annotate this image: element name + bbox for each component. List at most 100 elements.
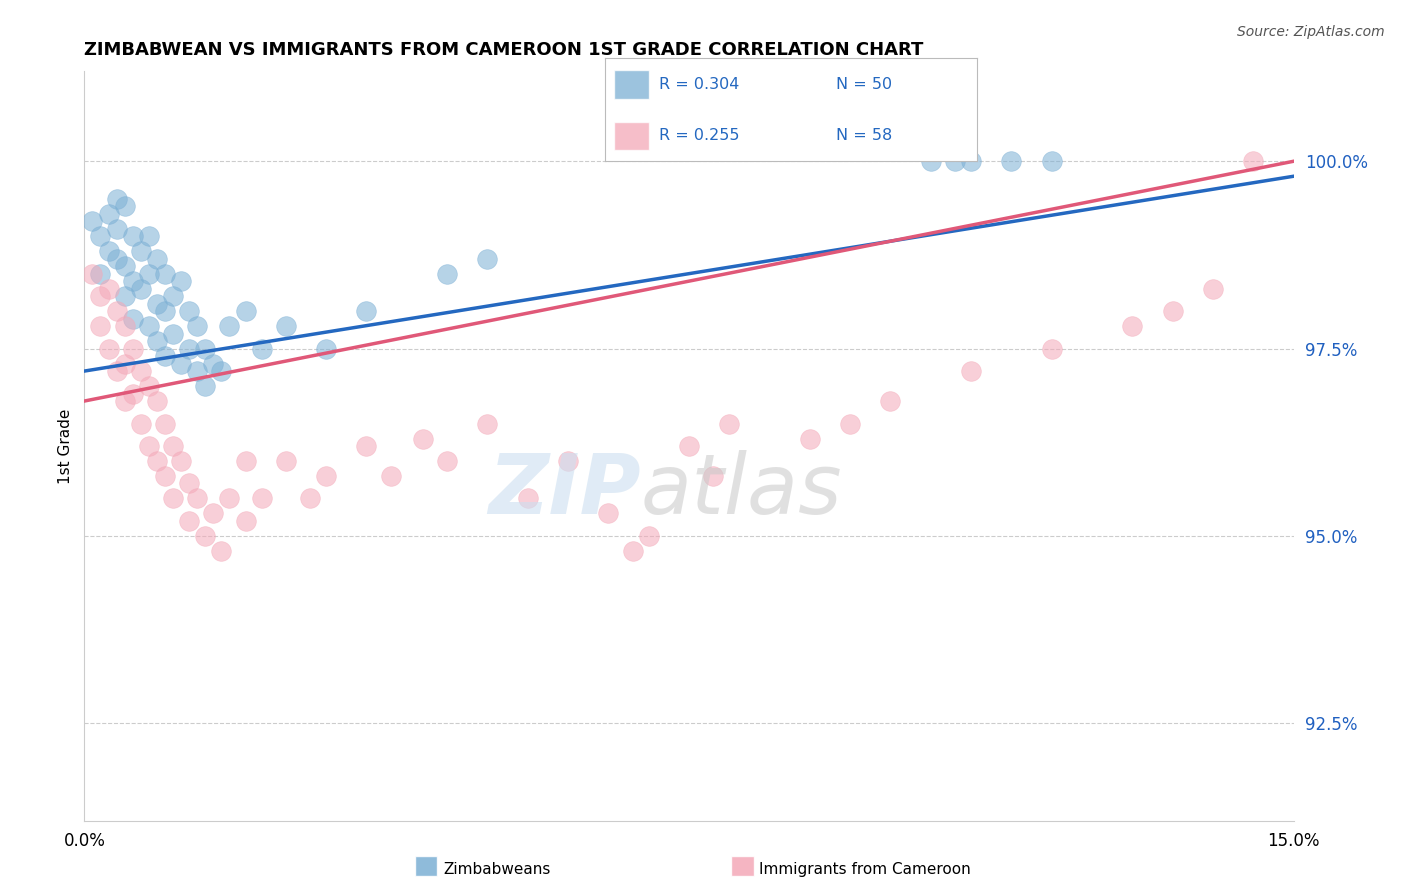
Point xyxy=(82,267,104,281)
Point xyxy=(138,439,160,453)
Point xyxy=(179,304,201,318)
Text: R = 0.255: R = 0.255 xyxy=(658,128,740,143)
Point xyxy=(839,417,862,431)
Point xyxy=(186,364,208,378)
Point xyxy=(89,229,111,244)
Point xyxy=(146,394,169,409)
Point xyxy=(129,364,152,378)
Point xyxy=(138,267,160,281)
Point xyxy=(274,454,297,468)
Point xyxy=(121,274,143,288)
Point xyxy=(960,154,983,169)
Point xyxy=(718,417,741,431)
Point xyxy=(153,304,176,318)
Point xyxy=(1040,154,1063,169)
Point xyxy=(97,244,120,259)
Point xyxy=(114,319,136,334)
Point xyxy=(1161,304,1184,318)
Text: ZIMBABWEAN VS IMMIGRANTS FROM CAMEROON 1ST GRADE CORRELATION CHART: ZIMBABWEAN VS IMMIGRANTS FROM CAMEROON 1… xyxy=(84,41,924,59)
Point xyxy=(598,507,620,521)
Point xyxy=(170,274,193,288)
Point xyxy=(179,476,201,491)
Point xyxy=(412,432,434,446)
Point xyxy=(1121,319,1143,334)
Point xyxy=(380,469,402,483)
Point xyxy=(170,454,193,468)
Point xyxy=(960,364,983,378)
Point xyxy=(97,282,120,296)
Point xyxy=(129,282,152,296)
Text: Immigrants from Cameroon: Immigrants from Cameroon xyxy=(759,863,972,877)
Point xyxy=(194,342,217,356)
Point xyxy=(250,342,273,356)
Point xyxy=(105,192,128,206)
Point xyxy=(89,289,111,303)
Point xyxy=(235,514,257,528)
Text: R = 0.304: R = 0.304 xyxy=(658,77,740,92)
Point xyxy=(186,319,208,334)
Point xyxy=(274,319,297,334)
Point xyxy=(146,252,169,266)
Point xyxy=(202,507,225,521)
Point xyxy=(436,454,458,468)
Bar xyxy=(614,121,650,150)
Text: Source: ZipAtlas.com: Source: ZipAtlas.com xyxy=(1237,25,1385,39)
Point xyxy=(356,304,378,318)
Point xyxy=(250,491,273,506)
Point xyxy=(1202,282,1225,296)
Point xyxy=(97,207,120,221)
Point xyxy=(943,154,966,169)
Point xyxy=(235,304,257,318)
Point xyxy=(1000,154,1022,169)
Bar xyxy=(614,70,650,99)
Point xyxy=(209,364,232,378)
Point xyxy=(299,491,322,506)
Point xyxy=(153,417,176,431)
Point xyxy=(315,469,337,483)
Point xyxy=(218,319,240,334)
Point xyxy=(138,229,160,244)
Point xyxy=(129,417,152,431)
Point xyxy=(557,454,579,468)
Point xyxy=(89,267,111,281)
Point xyxy=(162,326,184,341)
Point xyxy=(202,357,225,371)
Point xyxy=(436,267,458,281)
Point xyxy=(105,364,128,378)
Point xyxy=(879,394,901,409)
Y-axis label: 1st Grade: 1st Grade xyxy=(58,409,73,483)
Point xyxy=(138,379,160,393)
Point xyxy=(179,342,201,356)
Point xyxy=(799,432,821,446)
Point xyxy=(146,454,169,468)
Text: N = 50: N = 50 xyxy=(835,77,891,92)
Point xyxy=(920,154,942,169)
Text: Zimbabweans: Zimbabweans xyxy=(443,863,550,877)
Point xyxy=(114,259,136,273)
Point xyxy=(179,514,201,528)
Point xyxy=(105,304,128,318)
Point xyxy=(97,342,120,356)
Point xyxy=(186,491,208,506)
Point xyxy=(209,544,232,558)
Point xyxy=(105,221,128,235)
Point xyxy=(678,439,700,453)
Point xyxy=(89,319,111,334)
Point xyxy=(194,529,217,543)
Point xyxy=(170,357,193,371)
Point xyxy=(235,454,257,468)
Point xyxy=(162,491,184,506)
Point xyxy=(121,386,143,401)
Point xyxy=(153,267,176,281)
Point xyxy=(1241,154,1264,169)
Point xyxy=(637,529,659,543)
Point xyxy=(194,379,217,393)
Text: atlas: atlas xyxy=(641,450,842,532)
Point xyxy=(121,342,143,356)
Point xyxy=(146,296,169,310)
Point xyxy=(82,214,104,228)
Text: ZIP: ZIP xyxy=(488,450,641,532)
Point xyxy=(105,252,128,266)
Point xyxy=(153,349,176,363)
Point xyxy=(114,394,136,409)
